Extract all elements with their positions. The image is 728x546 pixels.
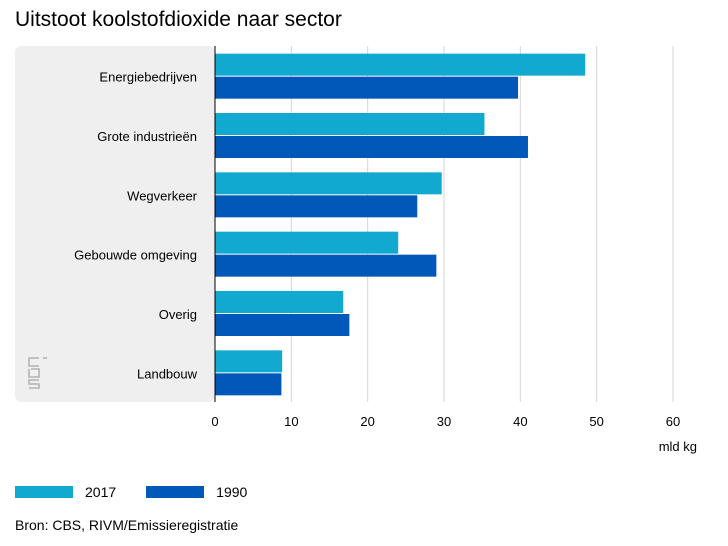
x-tick-label: 20 [360,414,374,429]
category-label: Gebouwde omgeving [74,248,197,263]
legend-label-2017: 2017 [85,484,117,500]
x-axis-unit-label: mld kg [659,439,697,454]
x-tick-label: 50 [589,414,603,429]
bar-2017 [215,172,442,195]
x-tick-label: 40 [513,414,527,429]
legend-label-1990: 1990 [216,484,248,500]
x-tick-label: 0 [211,414,218,429]
source-note: Bron: CBS, RIVM/Emissieregistratie [15,517,239,533]
legend: 2017 1990 [15,484,277,500]
bar-1990 [215,195,418,218]
bar-1990 [215,314,350,336]
chart-title: Uitstoot koolstofdioxide naar sector [15,8,342,31]
legend-item-2017: 2017 [15,484,116,500]
gridlines [290,46,674,402]
bar-2017 [215,350,283,373]
bar-1990 [215,254,437,277]
bar-1990 [215,373,282,396]
category-label: Landbouw [137,366,198,381]
category-label: Energiebedrijven [99,70,197,85]
x-tick-label: 60 [666,414,680,429]
bar-2017 [215,291,344,313]
cbs-logo-icon [28,357,47,389]
bar-2017 [215,53,586,76]
x-tick-labels: 0 10 20 30 40 50 60 [211,414,680,429]
category-label: Grote industrieën [97,129,197,144]
category-label: Overig [159,307,197,322]
bar-1990 [215,136,528,158]
legend-swatch-1990 [146,486,205,498]
category-labels: Energiebedrijven Grote industrieën Wegverk… [74,70,198,382]
category-label: Wegverkeer [127,188,198,203]
bar-2017 [215,113,485,135]
legend-item-1990: 1990 [146,484,247,500]
x-tick-label: 30 [437,414,451,429]
bar-2017 [215,231,399,254]
x-tick-label: 10 [284,414,298,429]
bar-1990 [215,76,519,99]
bars-group [215,53,586,396]
legend-swatch-2017 [15,486,73,498]
category-panel [15,46,215,402]
